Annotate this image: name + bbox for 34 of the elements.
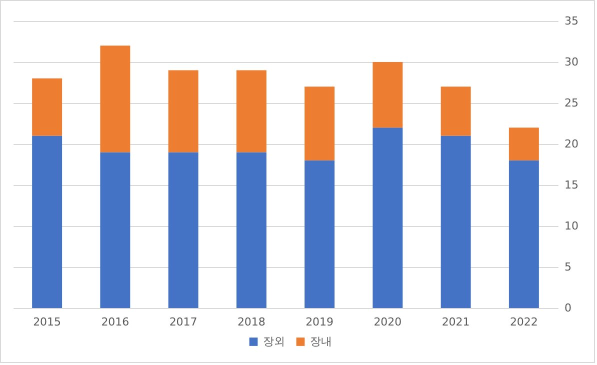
bar [508, 128, 539, 160]
y-tick-label: 20 [564, 138, 578, 150]
bar [372, 62, 403, 128]
bar [100, 46, 130, 152]
legend-label: 장외 [263, 334, 285, 348]
x-tick-label: 2016 [101, 316, 130, 328]
legend-label: 장내 [310, 334, 332, 348]
y-tick-label: 10 [564, 220, 578, 232]
y-tick-label: 5 [564, 260, 572, 274]
x-tick-label: 2022 [510, 316, 538, 328]
bar [440, 86, 471, 136]
bar [372, 128, 403, 308]
bar [304, 160, 335, 308]
y-tick-label: 15 [564, 178, 578, 192]
bar [32, 136, 62, 308]
x-tick-label: 2020 [374, 316, 402, 328]
bar [32, 78, 62, 136]
bar [508, 160, 539, 308]
x-tick-label: 2015 [33, 316, 62, 328]
bar [236, 70, 266, 152]
bar [168, 152, 198, 308]
bar [168, 70, 198, 152]
y-tick-label: 30 [564, 56, 578, 68]
x-tick-label: 2019 [306, 316, 334, 328]
bar [304, 86, 335, 160]
y-tick-label: 0 [564, 302, 572, 314]
x-tick-label: 2017 [169, 316, 198, 328]
bar [440, 136, 471, 308]
y-tick-label: 35 [564, 14, 578, 28]
bar [236, 152, 266, 308]
x-tick-label: 2018 [237, 316, 266, 328]
bar [100, 152, 130, 308]
y-tick-label: 25 [564, 96, 578, 110]
x-tick-label: 2021 [442, 316, 470, 328]
